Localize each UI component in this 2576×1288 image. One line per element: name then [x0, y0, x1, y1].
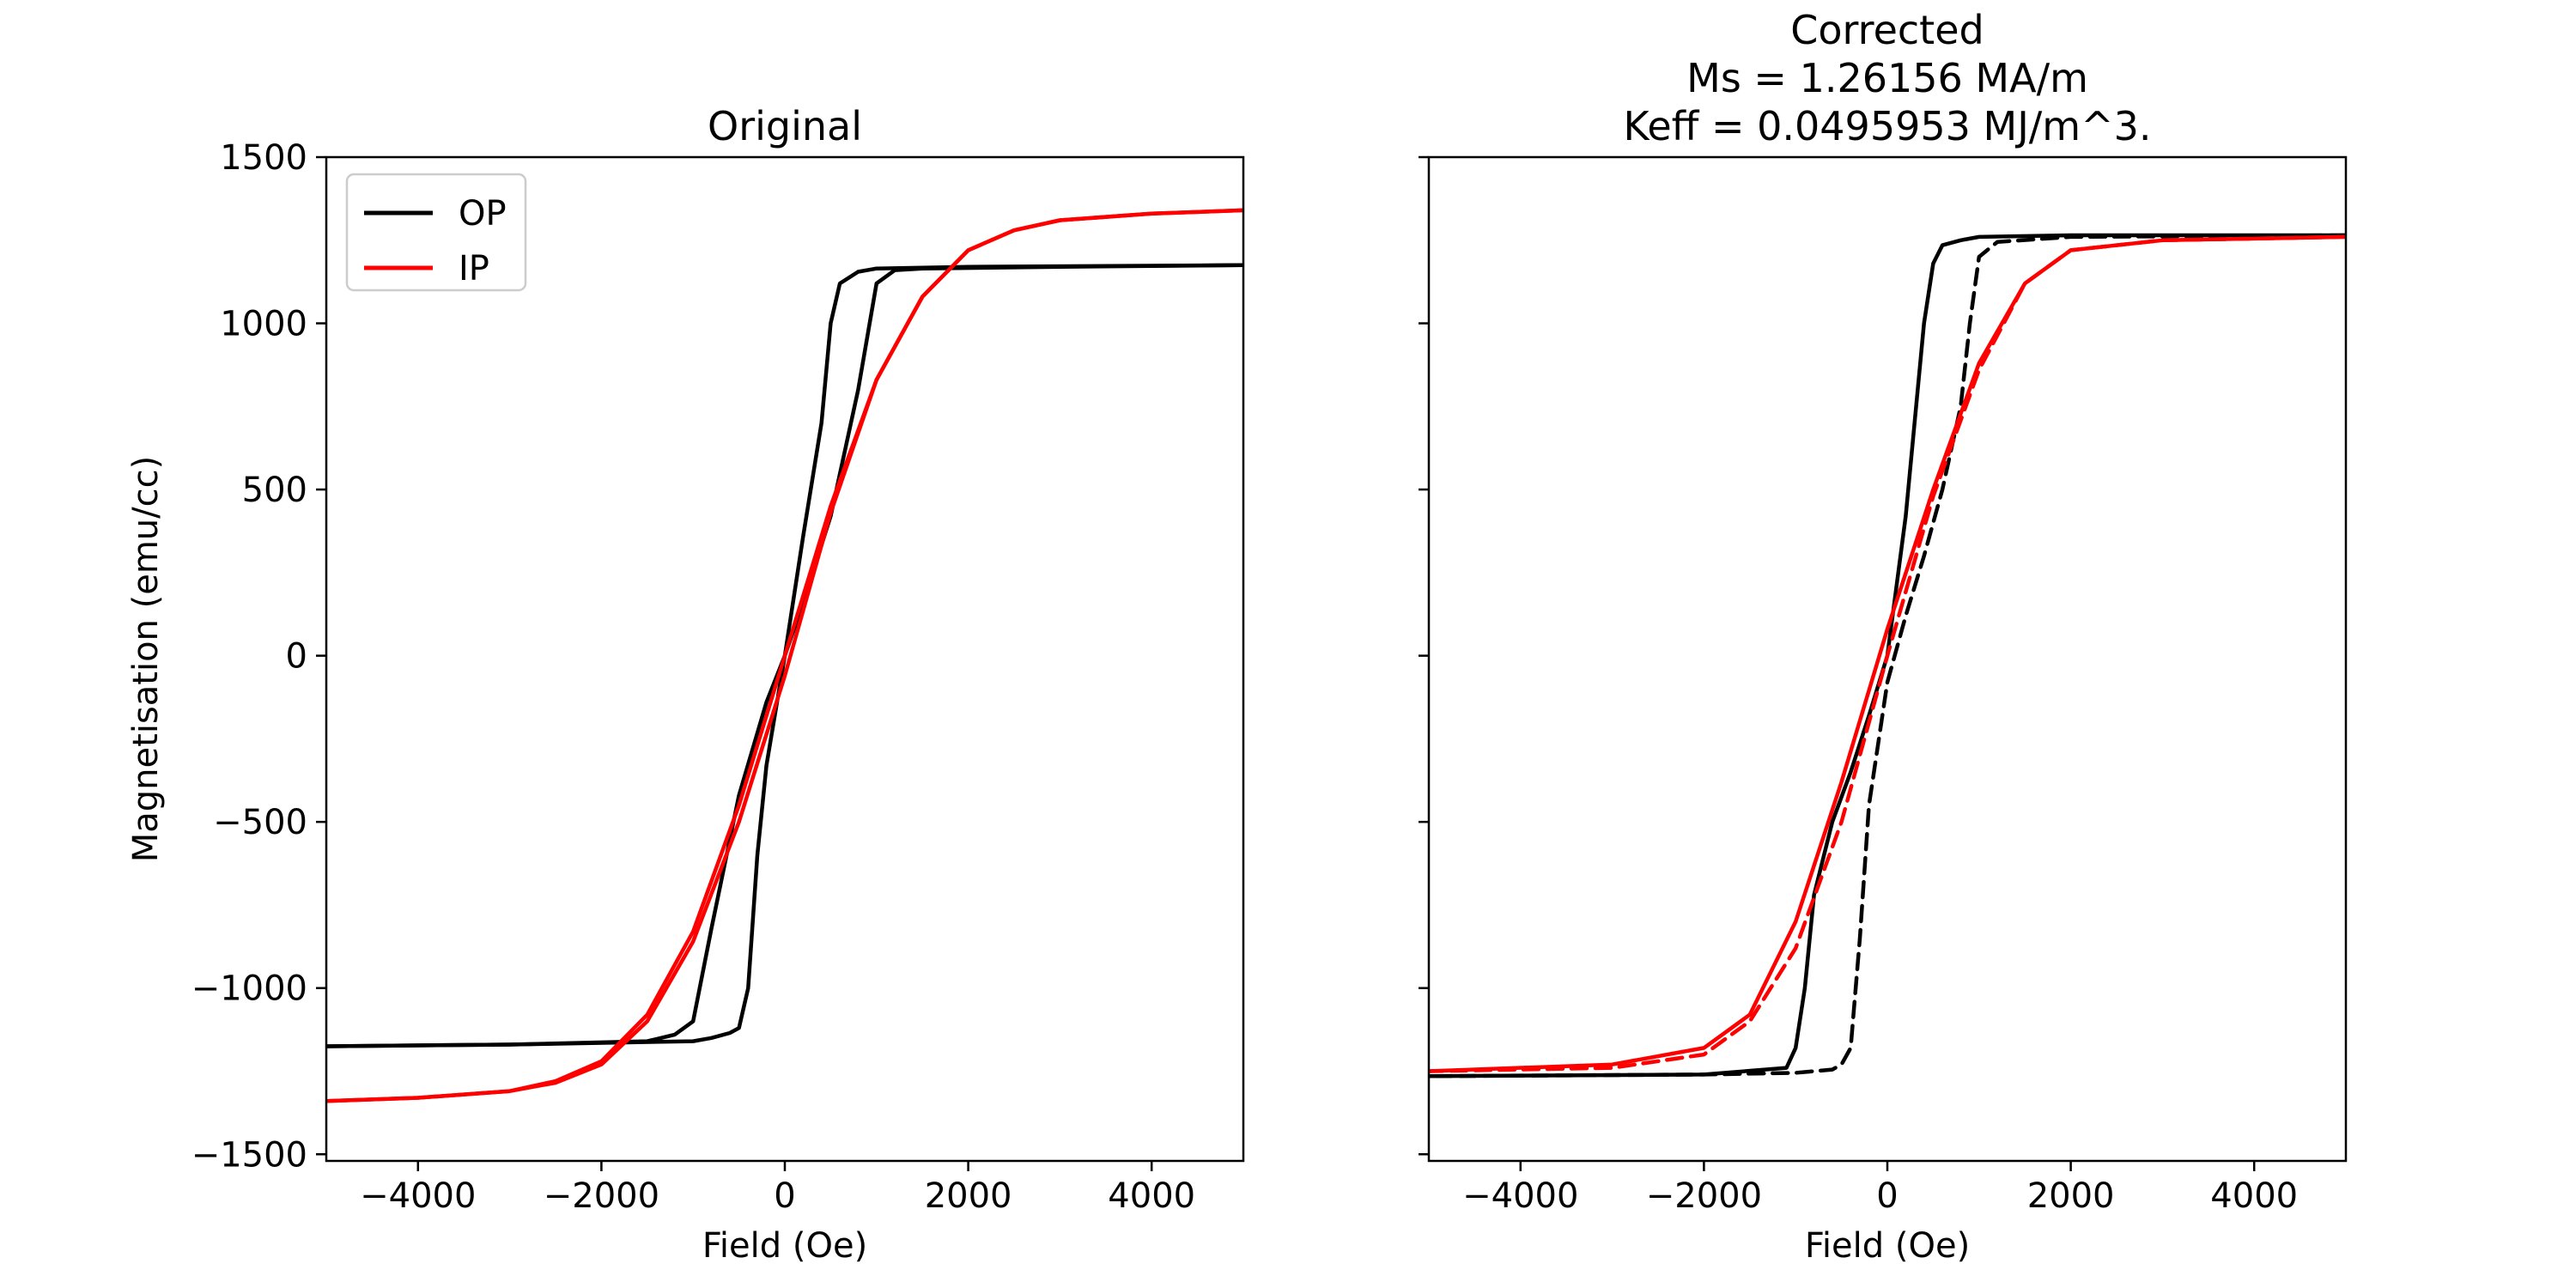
y-tick-label: 1000: [220, 305, 307, 344]
y-tick-label: 1500: [220, 138, 307, 178]
x-tick-label: −2000: [1646, 1176, 1762, 1216]
legend-label-op: OP: [459, 194, 507, 234]
chart-title-line-1: Ms = 1.26156 MA/m: [1686, 55, 2088, 101]
y-tick-label: −500: [213, 803, 307, 842]
series-line-black-dashed-1: [1429, 233, 2346, 1078]
x-tick-label: −2000: [544, 1176, 659, 1216]
y-tick-label: −1000: [191, 969, 307, 1009]
series-group: [326, 208, 1243, 1103]
x-tick-label: 0: [1876, 1176, 1898, 1216]
x-tick-label: 4000: [1108, 1176, 1195, 1216]
y-axis-label: Magnetisation (emu/cc): [126, 456, 166, 862]
series-group: [1429, 233, 2346, 1078]
x-tick-label: −4000: [1462, 1176, 1578, 1216]
legend-box: [345, 173, 527, 292]
x-tick-label: 0: [774, 1176, 795, 1216]
series-line-red-solid-2: [326, 208, 1243, 1103]
chart-title-line-0: Corrected: [1790, 7, 1984, 53]
x-axis-label: Field (Oe): [1805, 1226, 1970, 1266]
y-tick-label: −1500: [191, 1135, 307, 1175]
series-line-red-dashed-3: [1429, 234, 2346, 1073]
chart-title-line-2: Keff = 0.0495953 MJ/m^3.: [1623, 103, 2151, 149]
original-panel: −4000 −2000 0 2000 4000 −1500 −1000 −500 0 500 100…: [126, 103, 1245, 1266]
legend-label-ip: IP: [459, 249, 489, 289]
corrected-panel: −4000 −2000 0 2000 4000 Field (Oe) CorrectedMs…: [1419, 7, 2348, 1266]
series-line-red-solid-3: [326, 208, 1243, 1103]
x-axis-label: Field (Oe): [702, 1226, 867, 1266]
y-tick-label: 0: [286, 637, 307, 677]
x-tick-label: 4000: [2210, 1176, 2298, 1216]
y-tick-label: 500: [242, 471, 307, 510]
legend: OP IP: [345, 173, 527, 292]
x-tick-label: 2000: [2027, 1176, 2115, 1216]
x-tick-label: 2000: [925, 1176, 1012, 1216]
chart-title-line-0: Original: [708, 103, 862, 149]
x-tick-label: −4000: [360, 1176, 476, 1216]
